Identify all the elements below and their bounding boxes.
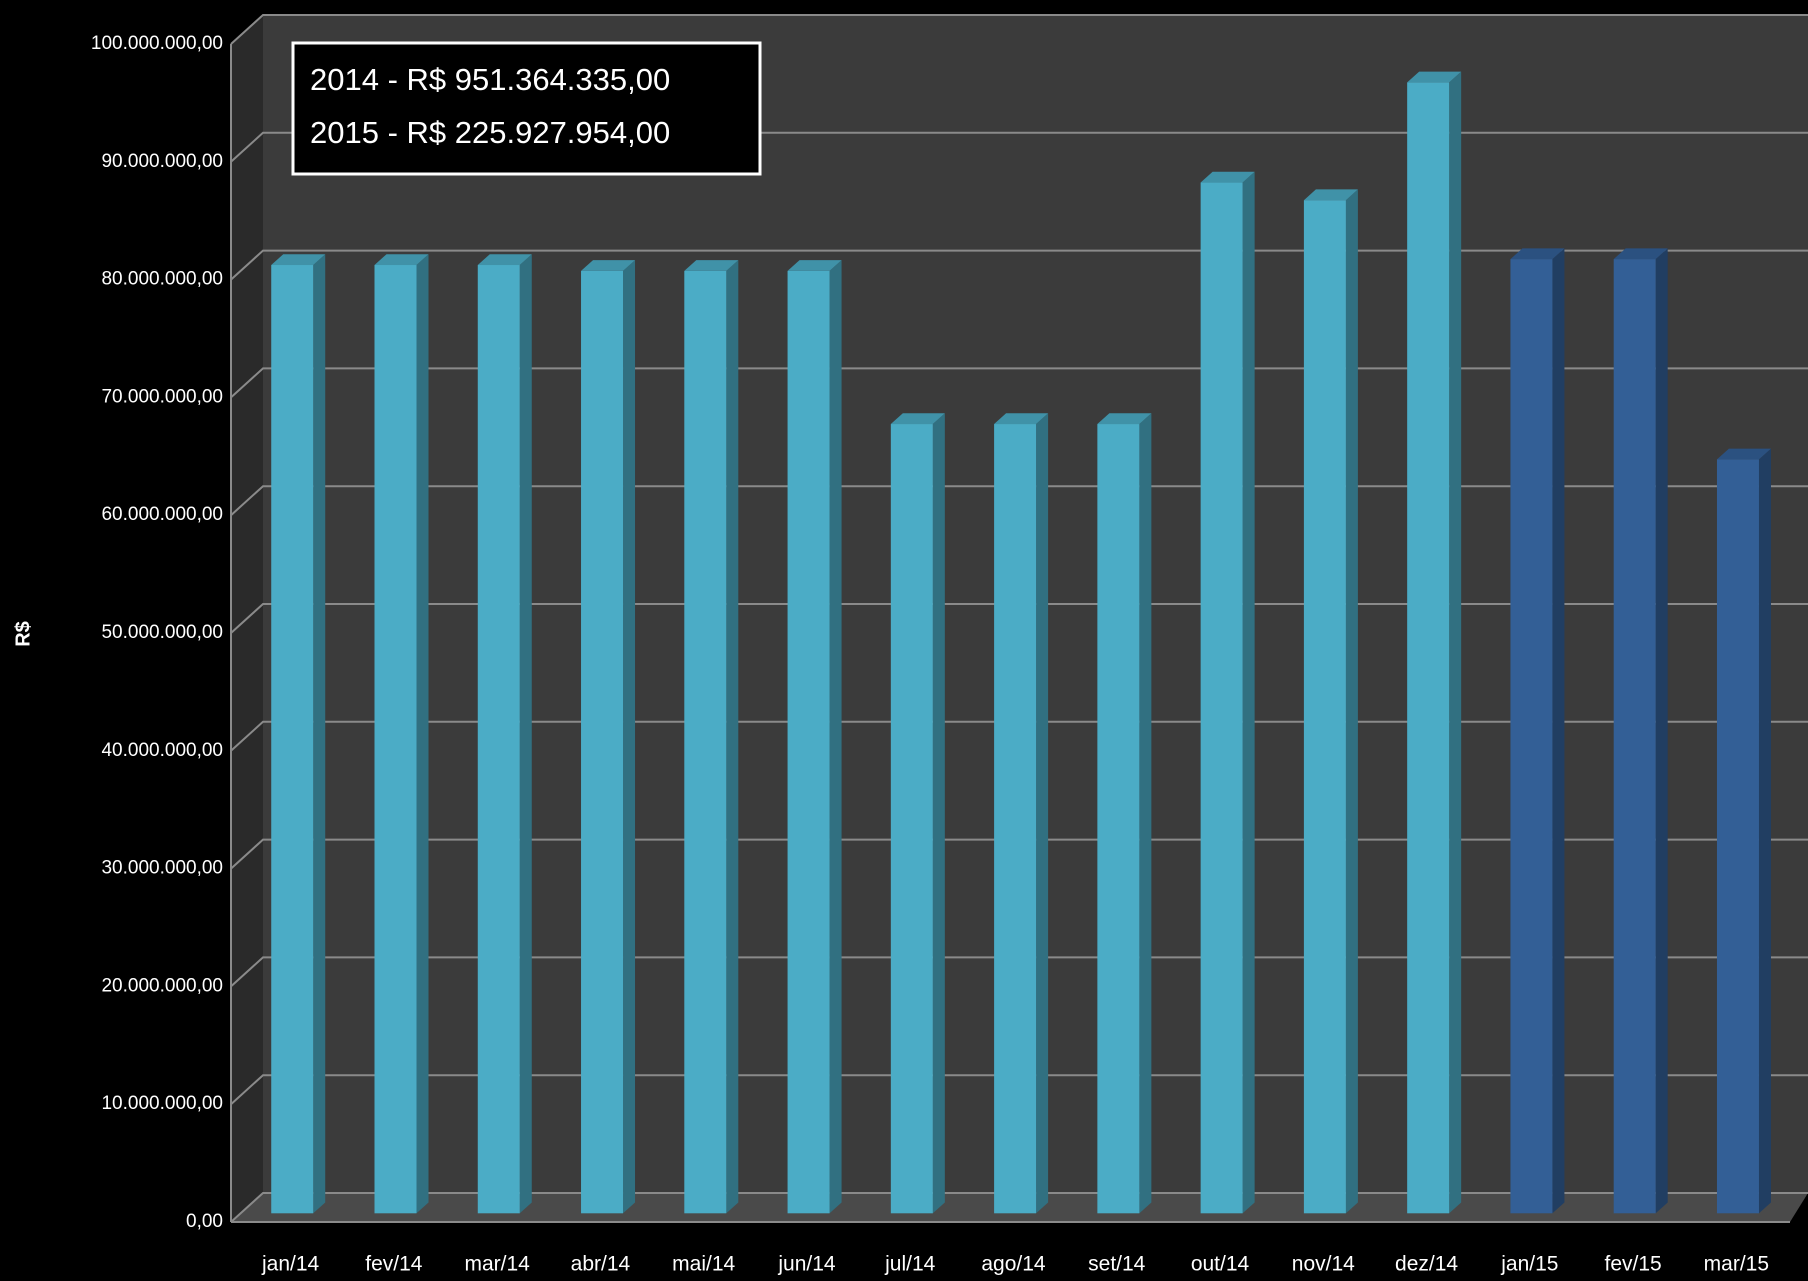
y-tick-label: 40.000.000,00 (101, 740, 223, 761)
bar (994, 424, 1037, 1214)
bar (1097, 424, 1140, 1214)
bar-top (477, 254, 532, 266)
bar-top (1303, 189, 1358, 201)
y-tick-label: 30.000.000,00 (101, 858, 223, 879)
annotation: 2014 - R$ 951.364.335,00 (310, 62, 670, 97)
bar (1200, 182, 1243, 1214)
bar-side (932, 413, 945, 1214)
bar (477, 265, 520, 1214)
grid-line (230, 367, 1808, 399)
grid-line (230, 603, 1808, 634)
bar-top (684, 260, 739, 271)
x-tick-label: ago/14 (981, 1253, 1046, 1276)
bar (1613, 259, 1656, 1214)
bar-top (1200, 171, 1255, 183)
bar-top (994, 413, 1049, 425)
bar-side (1449, 71, 1462, 1214)
bar-side (1655, 248, 1668, 1214)
bar (374, 265, 417, 1214)
grid-line (230, 720, 1808, 752)
bar (1407, 82, 1450, 1214)
bar-side (519, 254, 532, 1214)
bar-top (581, 260, 636, 271)
grid-line (230, 956, 1808, 988)
x-tick-label: jan/15 (1500, 1253, 1558, 1276)
x-tick-label: jan/14 (261, 1253, 320, 1276)
y-axis-label: R$ (12, 621, 34, 647)
bar-top (1097, 413, 1152, 425)
bar (684, 270, 727, 1214)
bar (271, 265, 314, 1214)
bar-top (1510, 248, 1565, 260)
bar-top (1716, 448, 1771, 460)
annotation-box (291, 41, 762, 176)
bar-top (890, 413, 945, 425)
bar (1716, 459, 1759, 1214)
grid-line (230, 485, 1808, 516)
y-tick-label: 0,00 (186, 1211, 223, 1232)
y-tick-label: 10.000.000,00 (101, 1093, 223, 1114)
x-tick-label: mai/14 (672, 1253, 735, 1276)
x-tick-label: jul/14 (884, 1253, 936, 1276)
grid-line (230, 1074, 1808, 1105)
x-tick-label: mar/15 (1704, 1253, 1769, 1276)
bar (787, 270, 830, 1214)
bar (890, 424, 933, 1214)
bar (1510, 259, 1553, 1214)
y-tick-label: 80.000.000,00 (101, 269, 223, 290)
bar-side (1139, 413, 1152, 1214)
bar-side (1345, 189, 1358, 1214)
x-tick-label: set/14 (1088, 1253, 1146, 1276)
y-tick-label: 20.000.000,00 (101, 975, 223, 996)
y-tick-label: 60.000.000,00 (101, 504, 223, 525)
x-tick-label: fev/15 (1604, 1253, 1661, 1276)
bar-side (416, 254, 429, 1214)
grid-line (230, 131, 1808, 163)
x-tick-label: dez/14 (1395, 1253, 1458, 1276)
grid-line (230, 1192, 1808, 1223)
bar-top (1407, 71, 1462, 83)
y-tick-label: 90.000.000,00 (101, 151, 223, 172)
bar (1303, 200, 1346, 1214)
annotation: 2015 - R$ 225.927.954,00 (310, 115, 670, 150)
bar-side (623, 260, 636, 1214)
x-tick-label: nov/14 (1292, 1253, 1355, 1276)
x-tick-label: mar/14 (464, 1253, 530, 1276)
x-tick-label: fev/14 (365, 1253, 423, 1276)
bar-side (726, 260, 739, 1214)
bar-top (787, 260, 842, 271)
bar-side (1758, 448, 1771, 1214)
bar-side (1242, 171, 1255, 1214)
bar-top (374, 254, 429, 266)
grid-line (230, 249, 1808, 281)
bar-side (829, 260, 842, 1214)
y-tick-label: 50.000.000,00 (101, 622, 223, 643)
x-tick-label: jun/14 (777, 1253, 836, 1276)
y-tick-label: 100.000.000,00 (91, 33, 223, 54)
bar-side (1552, 248, 1565, 1214)
bar-top (271, 254, 326, 266)
x-tick-label: out/14 (1191, 1253, 1250, 1276)
x-tick-label: abr/14 (571, 1253, 631, 1276)
bar-side (313, 254, 326, 1214)
y-tick-label: 70.000.000,00 (101, 386, 223, 407)
bar-top (1613, 248, 1668, 260)
bar-side (1036, 413, 1049, 1214)
grid-line (230, 838, 1808, 870)
grid-line (230, 14, 1808, 45)
bar (581, 270, 624, 1214)
